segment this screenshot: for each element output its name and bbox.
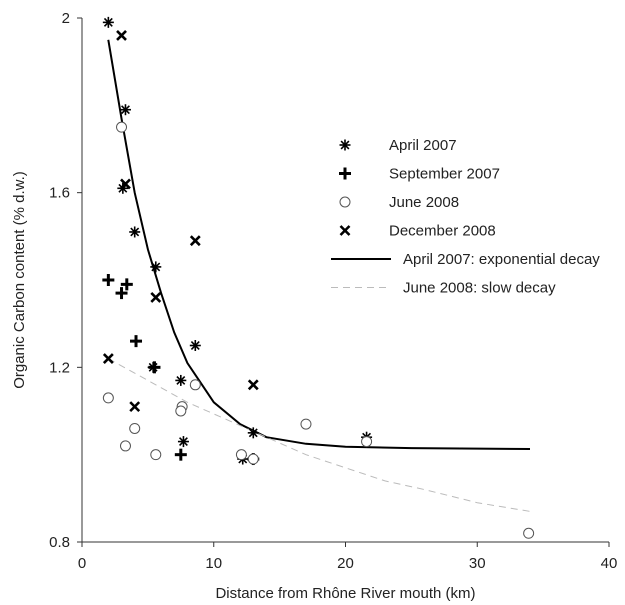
data-point-asterisk xyxy=(175,374,187,386)
cross-stroke xyxy=(189,235,201,247)
circle-stroke xyxy=(150,449,162,461)
y-axis-title: Organic Carbon content (% d.w.) xyxy=(11,171,28,389)
data-point-plus xyxy=(115,287,128,300)
legend-label: June 2008: slow decay xyxy=(403,280,556,297)
circle-stroke xyxy=(129,422,141,434)
exponential-fit-line xyxy=(107,39,531,450)
x-tick-label: 0 xyxy=(78,555,86,572)
legend-symbol-plus xyxy=(339,167,351,180)
cross-stroke xyxy=(247,379,259,391)
asterisk-stroke xyxy=(130,227,140,237)
legend-label: September 2007 xyxy=(389,166,500,183)
circle-stroke xyxy=(119,440,131,452)
circle-stroke xyxy=(116,121,128,133)
asterisk-stroke xyxy=(176,375,186,385)
legend-label: June 2008 xyxy=(389,194,459,211)
asterisk-stroke xyxy=(178,437,188,447)
x-tick-label: 10 xyxy=(205,555,222,572)
data-point-circle xyxy=(300,418,312,430)
data-point-cross xyxy=(129,401,141,413)
data-point-circle xyxy=(150,449,162,461)
asterisk-stroke xyxy=(190,341,200,350)
circle-stroke xyxy=(102,392,114,404)
data-point-circle xyxy=(189,379,201,391)
cross-stroke xyxy=(102,353,114,365)
asterisk-stroke xyxy=(340,140,350,150)
x-tick-label: 40 xyxy=(601,555,618,572)
legend-label: April 2007: exponential decay xyxy=(403,251,600,268)
data-point-asterisk xyxy=(247,427,259,439)
data-point-plus xyxy=(148,361,161,374)
cross-stroke xyxy=(150,292,162,303)
circle-stroke xyxy=(175,405,187,417)
x-tick-label: 30 xyxy=(469,555,486,572)
data-point-asterisk xyxy=(119,104,131,116)
data-point-circle xyxy=(102,392,114,404)
circle-stroke xyxy=(361,436,373,448)
data-point-plus xyxy=(102,274,115,286)
circle-stroke xyxy=(247,453,259,465)
cross-stroke xyxy=(129,401,141,413)
data-point-asterisk xyxy=(177,436,189,448)
y-tick-label: 0.8 xyxy=(49,534,70,551)
data-point-circle xyxy=(235,449,247,461)
legend-symbol-cross xyxy=(339,225,351,236)
data-point-circle xyxy=(523,527,535,539)
asterisk-stroke xyxy=(151,262,161,272)
data-point-circle xyxy=(116,121,128,133)
data-point-circle xyxy=(175,405,187,417)
data-point-circle xyxy=(119,440,131,452)
circle-stroke xyxy=(523,527,535,539)
circle-stroke xyxy=(189,379,201,391)
data-point-cross xyxy=(120,178,131,190)
circle-stroke xyxy=(300,418,312,430)
x-tick-label: 20 xyxy=(337,555,354,572)
asterisk-stroke xyxy=(248,428,258,438)
cross-stroke xyxy=(339,225,351,236)
y-tick-label: 2 xyxy=(62,10,70,27)
slow-decay-fit-line xyxy=(108,358,531,512)
asterisk-stroke xyxy=(121,105,130,115)
data-point-asterisk xyxy=(129,226,141,238)
data-point-cross xyxy=(102,353,114,365)
data-point-plus xyxy=(174,448,187,461)
data-point-asterisk xyxy=(189,340,201,351)
data-point-cross xyxy=(150,292,162,303)
data-point-asterisk xyxy=(150,261,162,273)
legend: April 2007 September 2007 June 2008 Decembe… xyxy=(331,137,600,297)
y-tick-label: 1.2 xyxy=(49,359,70,376)
data-point-circle xyxy=(361,436,373,448)
fit-lines xyxy=(107,39,531,512)
data-point-circle xyxy=(247,453,259,465)
legend-symbol-asterisk xyxy=(339,139,351,151)
legend-symbol-circle xyxy=(339,196,351,208)
legend-label: April 2007 xyxy=(389,137,457,154)
legend-label: December 2008 xyxy=(389,223,496,240)
cross-stroke xyxy=(120,178,131,190)
circle-stroke xyxy=(235,449,247,461)
x-axis-title: Distance from Rhône River mouth (km) xyxy=(215,585,475,602)
data-point-circle xyxy=(129,422,141,434)
data-point-cross xyxy=(116,30,127,41)
data-point-cross xyxy=(247,379,259,391)
data-points xyxy=(102,16,535,539)
asterisk-stroke xyxy=(103,17,113,27)
data-point-plus xyxy=(130,335,143,348)
cross-stroke xyxy=(116,30,127,41)
ticks: 0 10 20 30 40 0.8 1.2 1.6 2 xyxy=(49,10,617,572)
data-point-asterisk xyxy=(102,16,114,28)
y-tick-label: 1.6 xyxy=(49,185,70,202)
circle-stroke xyxy=(339,196,351,208)
data-point-cross xyxy=(189,235,201,247)
data-point-plus xyxy=(120,278,133,291)
